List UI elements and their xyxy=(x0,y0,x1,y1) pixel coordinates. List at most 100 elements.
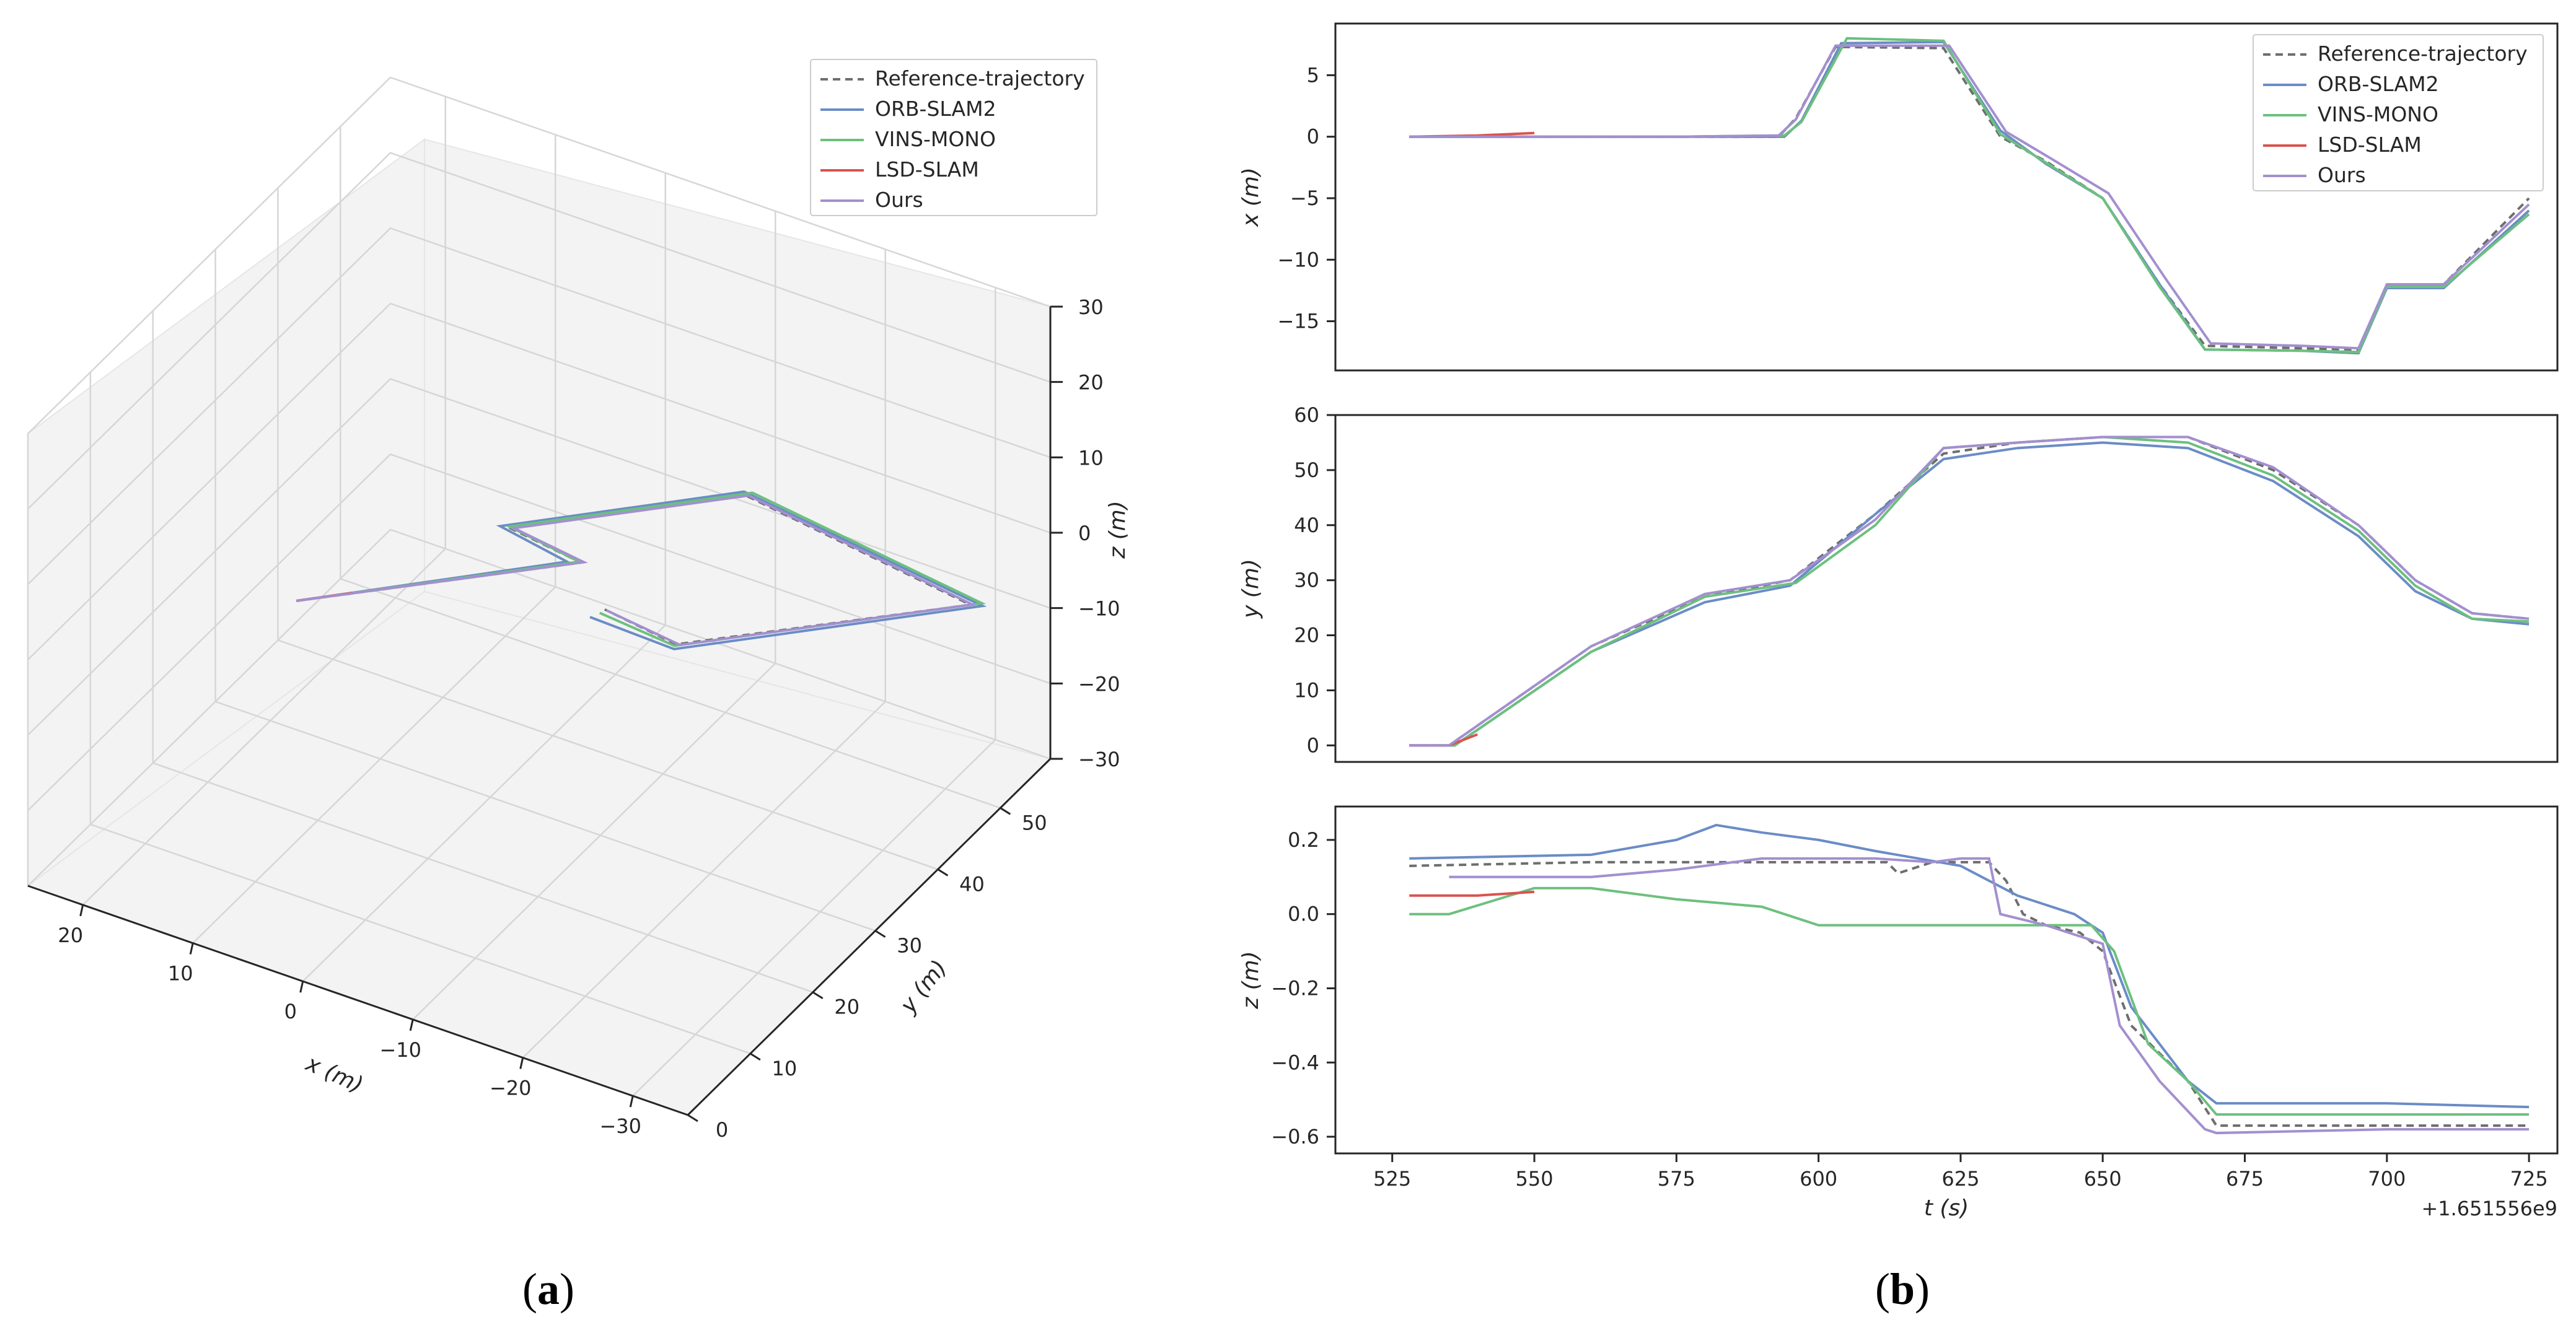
y-tick-label: −15 xyxy=(1277,310,1319,333)
y-tick-label-3d: 20 xyxy=(834,995,859,1019)
legend-panel-b: Reference-trajectory ORB-SLAM2 VINS-MONO LS… xyxy=(2253,34,2544,191)
y-tick-label: 20 xyxy=(1294,624,1319,647)
y-tick-label: −0.4 xyxy=(1271,1051,1319,1074)
y-axis-label-y-plot: y (m) xyxy=(1238,559,1264,619)
y-tick xyxy=(687,1114,698,1122)
y-tick-label: 0.2 xyxy=(1288,828,1319,852)
a-legend-frame xyxy=(810,59,1097,216)
x-axis-label-3d: x (m) xyxy=(302,1051,367,1098)
caption-b: (b) xyxy=(1875,1264,1930,1314)
grid-line-floor-y xyxy=(152,762,814,993)
a-legend-label-lsd: LSD-SLAM xyxy=(875,157,979,181)
series-line-ours xyxy=(1409,435,2530,747)
series-line-vins xyxy=(1409,886,2530,1116)
x-tick-label-3d: −10 xyxy=(379,1038,421,1062)
plot-frame-y xyxy=(1334,414,2559,763)
grid-line-z xyxy=(27,76,1051,434)
x-tick xyxy=(409,1019,414,1031)
series-line-reference xyxy=(1409,860,2530,1127)
a-legend-label-vins: VINS-MONO xyxy=(875,127,996,151)
y-axis-label-x-plot: x (m) xyxy=(1238,167,1264,227)
b-legend-label-ours: Ours xyxy=(2318,163,2366,187)
grid-line-floor-x xyxy=(302,624,666,982)
series-line-orb xyxy=(1409,823,2530,1109)
grid-line-floor-y xyxy=(278,639,938,870)
z-tick-label-3d: 30 xyxy=(1078,295,1104,319)
x-axis-offset-label: +1.651556e9 xyxy=(2421,1197,2557,1220)
y-tick-label: 0 xyxy=(1307,733,1319,757)
y-tick-label: 40 xyxy=(1294,514,1319,537)
grid-line-floor-x xyxy=(192,586,556,944)
grid-line-floor-y xyxy=(215,701,876,932)
series-line-orb xyxy=(1409,441,2530,747)
y-tick-label: −5 xyxy=(1290,186,1319,210)
grid-line-z xyxy=(27,152,1051,510)
x-tick-label: 550 xyxy=(1515,1167,1553,1191)
y-axis-label-z-plot: z (m) xyxy=(1238,951,1264,1010)
y-tick-label-3d: 0 xyxy=(716,1118,728,1142)
x-tick-label-3d: −30 xyxy=(599,1114,641,1138)
y-tick-label: 0.0 xyxy=(1288,903,1319,926)
x-tick-label: 525 xyxy=(1373,1167,1411,1191)
lines-y-plot xyxy=(1409,435,2530,747)
grid-line-floor-x xyxy=(522,701,886,1059)
y-tick-label: 50 xyxy=(1294,458,1319,482)
x-tick xyxy=(189,943,194,955)
panel-b-time-series: 50−5−10−1560504030201000.20.0−0.2−0.4−0.… xyxy=(1238,22,2559,1221)
series-line-vins xyxy=(1409,37,2530,354)
series-line-ours xyxy=(1409,44,2530,350)
caption-a: (a) xyxy=(522,1264,574,1314)
x-tick-label: 575 xyxy=(1658,1167,1695,1191)
y-tick-label: −0.2 xyxy=(1271,976,1319,1000)
trajectory-3d-ours xyxy=(296,494,977,647)
y-tick xyxy=(1000,807,1011,815)
x-axis-line xyxy=(27,885,688,1116)
z-tick-label-3d: 20 xyxy=(1078,371,1104,395)
grid-line-floor-x xyxy=(82,548,446,906)
trajectory-lines-3d xyxy=(296,490,987,650)
x-tick-label: 725 xyxy=(2510,1167,2548,1191)
x-tick xyxy=(79,904,84,917)
y-axis-line xyxy=(687,758,1052,1116)
y-tick-label-3d: 40 xyxy=(959,872,985,896)
grid-line-floor-y xyxy=(340,578,1001,809)
z-tick-label-3d: 0 xyxy=(1078,522,1091,545)
panel-a-3d-plot: −30 −20 −10 0 10 20 0 10 20 30 40 50 30 20 10 0 −10 −20 −3… xyxy=(26,59,1130,1142)
z-tick-label-3d: 10 xyxy=(1078,446,1104,470)
z-tick-label-3d: −10 xyxy=(1078,597,1120,621)
series-line-ours xyxy=(1449,857,2530,1135)
y-tick xyxy=(750,1052,761,1061)
y-tick xyxy=(812,991,824,999)
y-tick-label-3d: 50 xyxy=(1022,811,1047,834)
ticks-panel-b: 50−5−10−1560504030201000.20.0−0.2−0.4−0.… xyxy=(1271,63,2547,1191)
x-tick xyxy=(519,1057,524,1069)
y-tick-label-3d: 30 xyxy=(897,934,922,958)
x-tick-label: 650 xyxy=(2084,1167,2122,1191)
a-legend-label-ours: Ours xyxy=(875,188,923,212)
y-tick-label: 10 xyxy=(1294,678,1319,702)
x-tick-label-3d: 0 xyxy=(284,1000,297,1023)
y-tick-label: 0 xyxy=(1307,125,1319,149)
z-tick-label-3d: −20 xyxy=(1078,672,1120,696)
y-tick-label: 5 xyxy=(1307,63,1319,87)
grid-line-floor-x xyxy=(412,662,776,1020)
lines-x-plot xyxy=(1409,37,2530,355)
legend-panel-a: Reference-trajectory ORB-SLAM2 VINS-MONO LS… xyxy=(810,59,1097,216)
x-tick-label: 675 xyxy=(2226,1167,2264,1191)
y-tick-label: −0.6 xyxy=(1271,1125,1319,1148)
b-legend-label-orb: ORB-SLAM2 xyxy=(2318,72,2439,96)
grid-line-z xyxy=(27,227,1051,585)
grid-line-floor-y xyxy=(90,823,751,1055)
a-legend-label-orb: ORB-SLAM2 xyxy=(875,97,996,121)
y-tick xyxy=(874,930,886,938)
x-tick-label: 600 xyxy=(1800,1167,1837,1191)
y-tick-label: −10 xyxy=(1277,248,1319,271)
x-tick-label-3d: 20 xyxy=(58,924,83,947)
x-tick-label-3d: 10 xyxy=(168,962,193,986)
plot-frame-z xyxy=(1334,805,2559,1155)
x-tick-label-3d: −20 xyxy=(490,1077,532,1100)
trajectory-3d-orb xyxy=(296,490,987,650)
grid-line-z xyxy=(27,453,1051,811)
y-tick-label: 30 xyxy=(1294,569,1319,592)
